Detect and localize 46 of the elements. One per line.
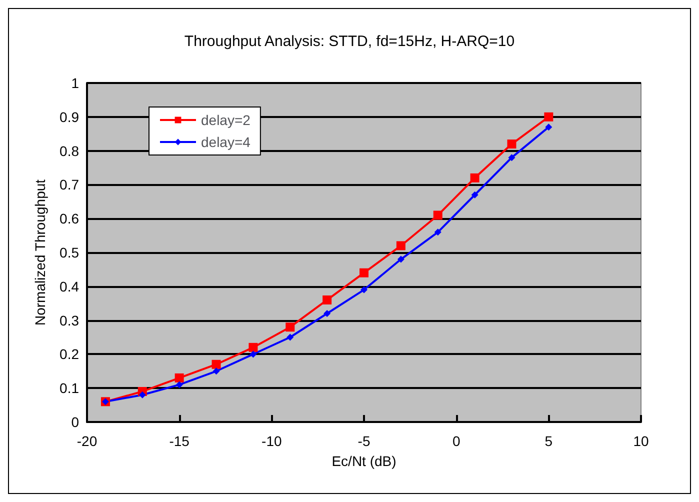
point [286, 334, 294, 341]
point [470, 173, 480, 182]
x-axis-title: Ec/Nt (dB) [332, 453, 396, 469]
point [471, 191, 478, 198]
point [397, 256, 404, 263]
point [433, 210, 442, 220]
point [434, 228, 442, 236]
point [138, 391, 146, 398]
point [324, 310, 331, 318]
point [360, 286, 368, 294]
y-tick-label: 0.8 [60, 142, 80, 159]
point [544, 112, 554, 122]
point [508, 154, 516, 162]
y-tick-label: 0.6 [60, 210, 80, 227]
point [396, 241, 406, 250]
x-tick-label: -10 [262, 433, 282, 449]
y-tick-label: 0.5 [60, 244, 80, 260]
legend-label: delay=4 [201, 134, 251, 150]
point [212, 360, 221, 369]
x-tick-label: 0 [452, 433, 460, 449]
x-tick-label: -5 [358, 433, 370, 449]
legend-label: delay=2 [201, 112, 251, 128]
y-tick-label: 0.9 [60, 108, 80, 125]
point [507, 140, 516, 149]
y-tick-label: 0.1 [60, 380, 80, 396]
y-tick-label: 0.4 [60, 278, 80, 294]
point [174, 373, 184, 382]
point [176, 381, 183, 388]
x-tick-label: 10 [633, 433, 649, 449]
y-tick-label: 0.7 [60, 176, 80, 193]
x-tick-label: -20 [76, 433, 98, 449]
point [322, 295, 332, 304]
y-tick-label: 1 [71, 75, 80, 91]
point [250, 350, 257, 358]
y-axis-title: Normalized Throughput [32, 179, 48, 326]
y-tick-label: 0.3 [60, 312, 80, 328]
point [360, 268, 368, 278]
y-tick-label: 0.2 [60, 346, 80, 362]
x-tick-label: 5 [544, 433, 553, 449]
point [248, 342, 258, 352]
y-tick-label: 0 [71, 414, 80, 430]
point [286, 322, 295, 332]
point [545, 124, 552, 131]
chart-title: Throughput Analysis: STTD, fd=15Hz, H-ARQ=10 [184, 33, 515, 50]
x-tick-label: -15 [169, 433, 190, 449]
point [212, 368, 220, 375]
